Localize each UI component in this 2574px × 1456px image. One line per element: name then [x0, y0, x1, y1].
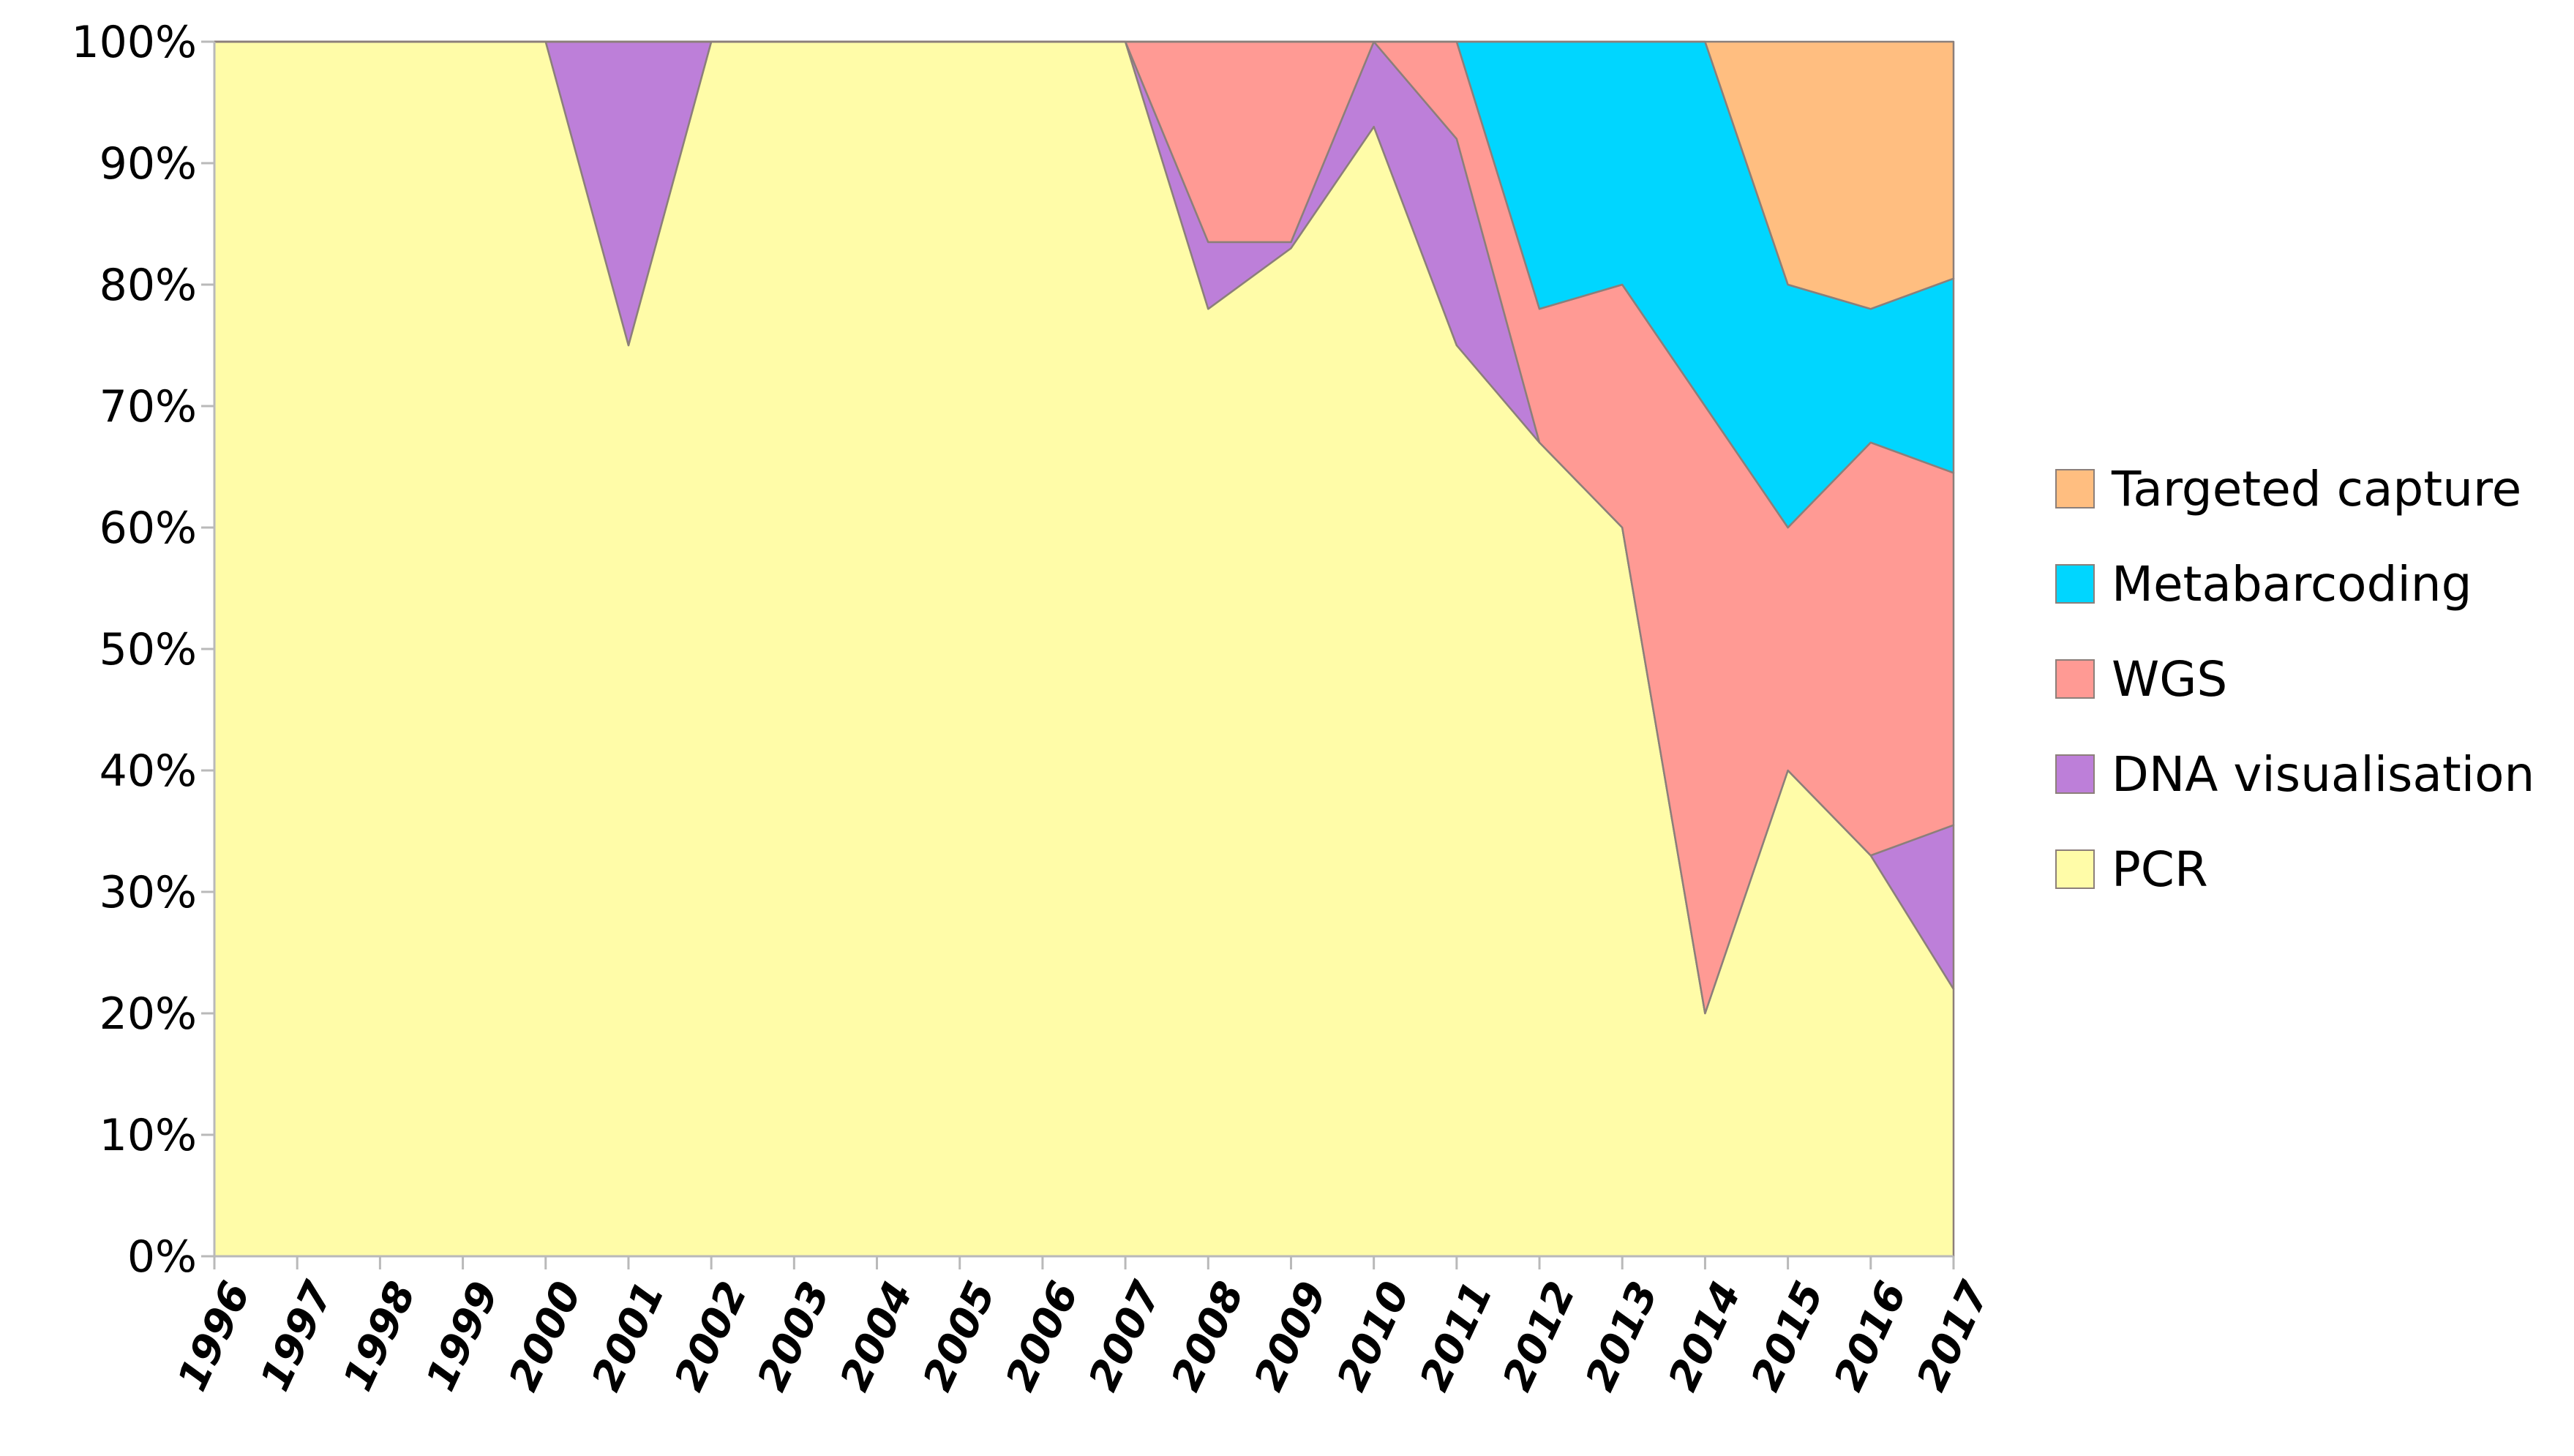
x-tick-label: 2003: [748, 1275, 840, 1398]
legend-label-metabarcoding: Metabarcoding: [2112, 556, 2472, 612]
x-tick-label: 1996: [168, 1275, 260, 1398]
legend-label-pcr: PCR: [2112, 841, 2208, 898]
x-tick-label: 2002: [666, 1275, 757, 1398]
area-targeted-capture: [213, 40, 1955, 310]
x-tick-label: 2017: [1907, 1275, 1999, 1398]
legend-label-dna-visualisation: DNA visualisation: [2112, 746, 2534, 803]
x-tick-label: 2009: [1245, 1275, 1337, 1398]
x-tick-label: 1997: [252, 1275, 343, 1398]
y-tick-label: 10%: [100, 1110, 197, 1161]
y-tick-label: 50%: [100, 624, 197, 675]
x-tick-label: 2012: [1493, 1275, 1585, 1398]
legend-swatch-metabarcoding: [2055, 564, 2095, 604]
x-tick-label: 2008: [1163, 1275, 1254, 1398]
x-tick-label: 2004: [831, 1275, 923, 1398]
x-tick-label: 2006: [997, 1275, 1088, 1398]
y-tick-label: 30%: [100, 867, 197, 918]
legend-swatch-pcr: [2055, 849, 2095, 889]
y-axis-ticks: 0% 10% 20% 30% 40% 50% 60% 70% 80% 90% 100%: [71, 17, 214, 1283]
y-tick-label: 70%: [100, 381, 197, 432]
y-tick-label: 100%: [71, 17, 197, 68]
y-tick-label: 0%: [127, 1231, 197, 1283]
x-tick-label: 2000: [500, 1275, 591, 1398]
y-tick-label: 60%: [100, 503, 197, 554]
x-tick-label: 2016: [1825, 1275, 1916, 1398]
y-tick-label: 80%: [100, 260, 197, 311]
x-tick-label: 2015: [1742, 1275, 1834, 1398]
legend-swatch-targeted-capture: [2055, 469, 2095, 509]
area-layers: [213, 40, 1955, 1258]
legend-swatch-wgs: [2055, 659, 2095, 699]
x-tick-label: 2007: [1080, 1275, 1171, 1398]
x-tick-label: 2001: [582, 1275, 674, 1398]
x-tick-label: 2013: [1577, 1275, 1668, 1398]
y-tick-label: 20%: [100, 988, 197, 1040]
x-tick-label: 2005: [914, 1275, 1005, 1398]
x-tick-label: 1999: [417, 1275, 509, 1398]
y-tick-label: 90%: [100, 138, 197, 189]
legend-label-wgs: WGS: [2112, 651, 2227, 708]
legend: Targeted capture Metabarcoding WGS DNA visu…: [2055, 461, 2534, 898]
x-tick-label: 1998: [334, 1275, 426, 1398]
x-tick-label: 2011: [1411, 1275, 1502, 1398]
legend-label-targeted-capture: Targeted capture: [2111, 461, 2521, 517]
x-tick-label: 2010: [1328, 1275, 1419, 1398]
y-tick-label: 40%: [100, 746, 197, 797]
x-axis-ticks: 1996199719981999200020012002200320042005…: [168, 1256, 1999, 1398]
legend-swatch-dna-visualisation: [2055, 754, 2095, 794]
x-tick-label: 2014: [1659, 1275, 1751, 1398]
